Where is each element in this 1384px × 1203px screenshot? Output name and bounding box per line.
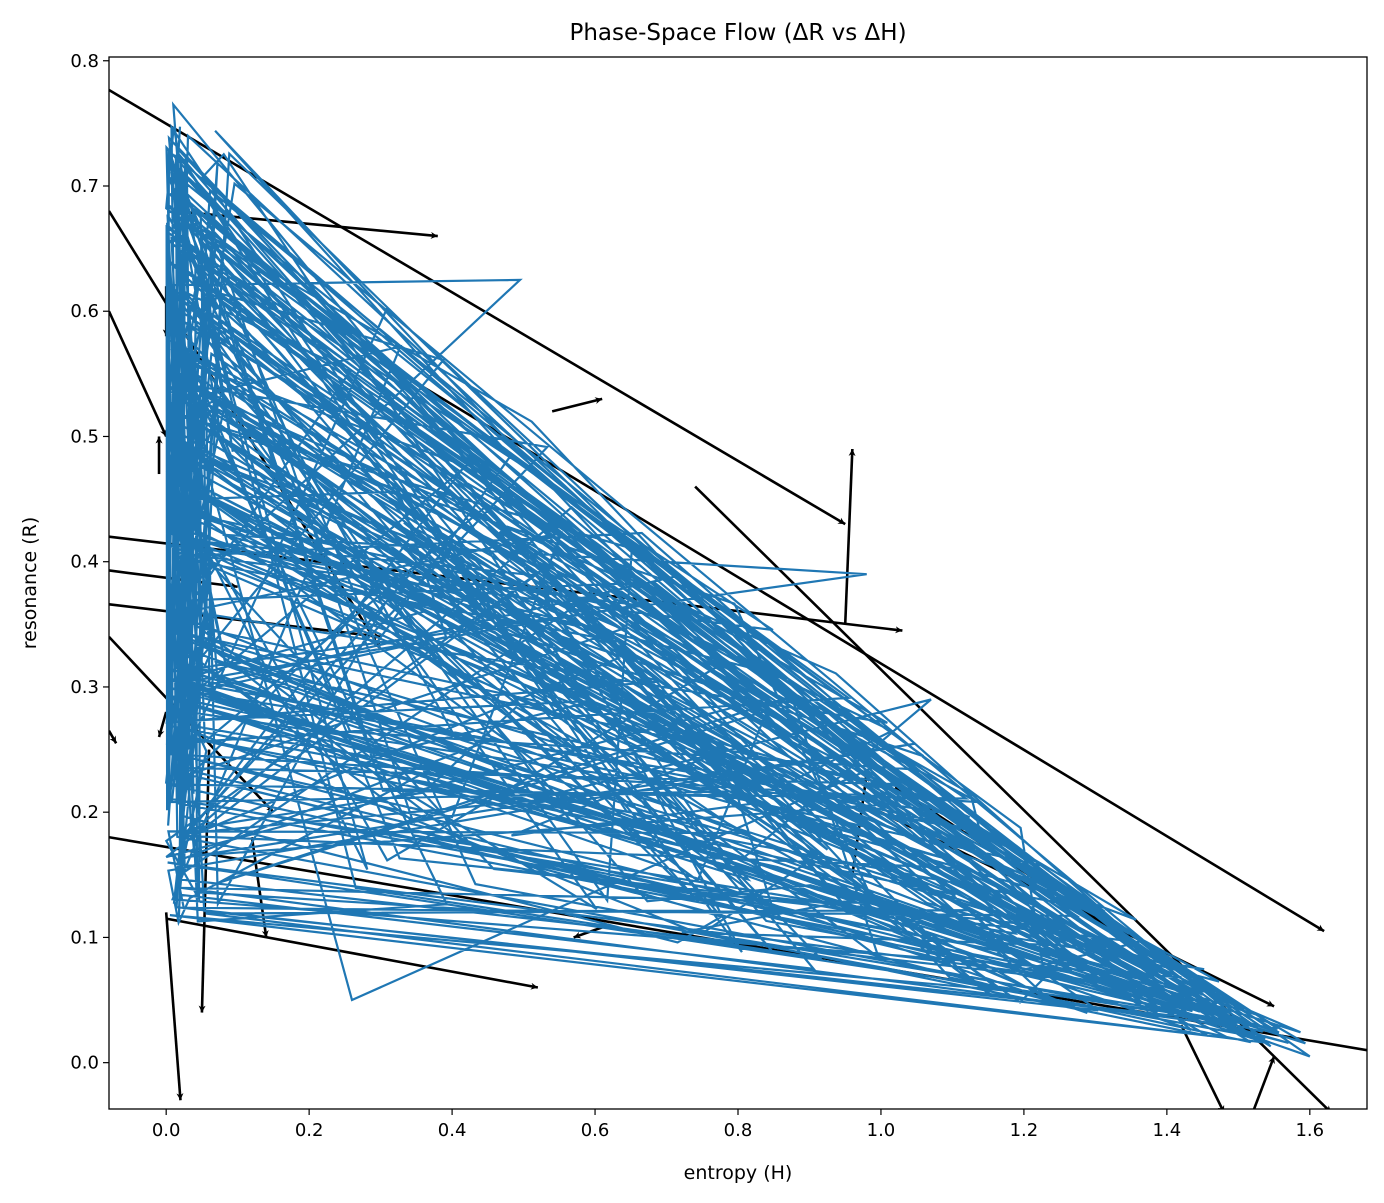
quiver-arrow bbox=[109, 310, 168, 438]
quiver-arrow bbox=[843, 448, 856, 625]
quiver-arrow bbox=[551, 397, 603, 413]
x-tick-label: 1.0 bbox=[867, 1120, 896, 1141]
y-tick-label: 0.7 bbox=[70, 176, 99, 197]
quiver-layer bbox=[109, 88, 1367, 1109]
plot-area bbox=[109, 88, 1367, 1109]
x-tick-label: 1.4 bbox=[1153, 1120, 1182, 1141]
x-tick-label: 1.6 bbox=[1295, 1120, 1324, 1141]
x-tick-label: 0.8 bbox=[724, 1120, 753, 1141]
x-tick-label: 0.4 bbox=[438, 1120, 467, 1141]
quiver-arrow bbox=[1252, 1055, 1276, 1109]
y-tick-label: 0.1 bbox=[70, 927, 99, 948]
x-tick-label: 0.2 bbox=[295, 1120, 324, 1141]
trajectory-layer bbox=[164, 101, 1311, 1058]
y-axis-label: resonance (R) bbox=[19, 517, 41, 650]
x-axis: 0.0 0.2 0.4 0.6 0.8 1.0 1.2 1.4 1.6 bbox=[152, 1109, 1324, 1141]
y-tick-label: 0.0 bbox=[70, 1053, 99, 1074]
y-tick-label: 0.5 bbox=[70, 426, 99, 447]
quiver-arrow bbox=[164, 912, 184, 1101]
y-tick-label: 0.8 bbox=[70, 51, 99, 72]
x-tick-label: 0.0 bbox=[152, 1120, 181, 1141]
trajectory-line bbox=[164, 101, 1311, 1058]
quiver-arrow bbox=[165, 917, 539, 990]
quiver-arrow bbox=[1179, 1024, 1225, 1109]
quiver-arrow bbox=[157, 711, 168, 738]
quiver-arrow bbox=[109, 730, 118, 744]
x-tick-label: 0.6 bbox=[581, 1120, 610, 1141]
y-tick-label: 0.3 bbox=[70, 677, 99, 698]
y-tick-label: 0.6 bbox=[70, 301, 99, 322]
y-tick-label: 0.4 bbox=[70, 552, 99, 573]
chart-title: Phase-Space Flow (ΔR vs ΔH) bbox=[569, 20, 906, 46]
x-tick-label: 1.2 bbox=[1010, 1120, 1039, 1141]
y-axis: 0.0 0.1 0.2 0.3 0.4 0.5 0.6 0.7 0.8 bbox=[70, 51, 109, 1074]
x-axis-label: entropy (H) bbox=[684, 1162, 793, 1184]
y-tick-label: 0.2 bbox=[70, 802, 99, 823]
